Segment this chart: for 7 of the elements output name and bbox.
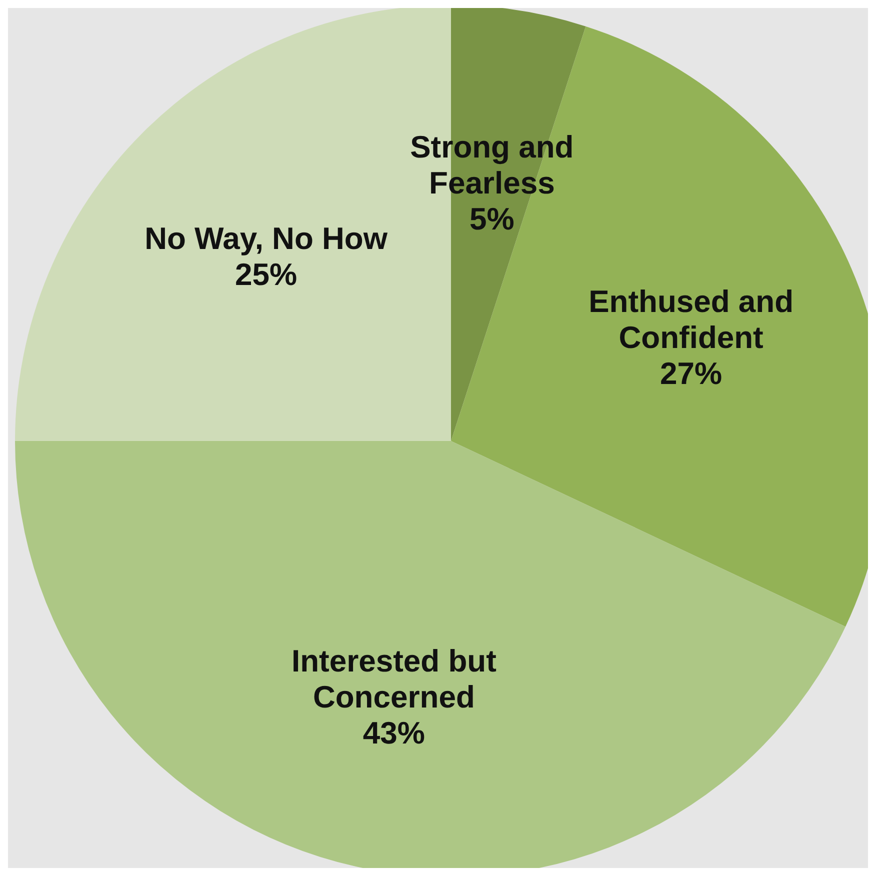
slice-label: No Way, No How [144,220,388,256]
data-label: 27% [660,356,722,391]
slice-label: Interested but Concerned [291,642,496,714]
data-label: 43% [362,714,425,750]
data-label: 25% [234,256,298,292]
slice-label: Enthused and Confident [588,284,794,355]
data-label: 5% [470,201,514,236]
